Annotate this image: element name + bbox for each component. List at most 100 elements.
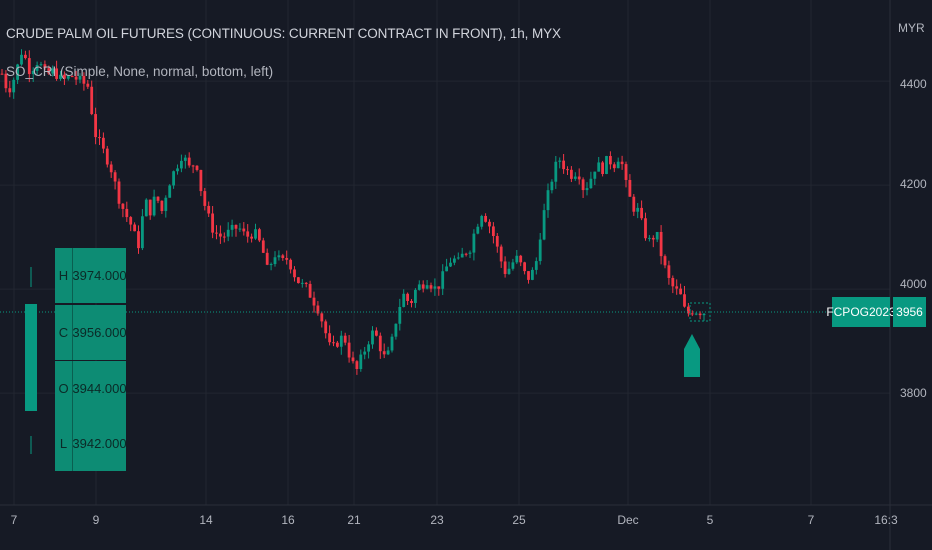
candle-body (234, 224, 238, 229)
candle-body (246, 231, 250, 237)
candle-body (98, 137, 101, 139)
candle-body (312, 297, 316, 306)
indicator-label[interactable]: SO_CRI (Simple, None, normal, bottom, le… (6, 64, 274, 79)
hloc-row-open: O 3944.000 (55, 361, 127, 416)
candle-body (273, 257, 277, 265)
last-price-tag[interactable]: 3956 (893, 297, 926, 327)
candle-body (242, 228, 246, 232)
candle-body (570, 169, 573, 179)
candle-body (648, 237, 651, 239)
candle-body (523, 262, 526, 272)
candle-body (51, 68, 55, 74)
candle-body (125, 208, 129, 218)
candle-body (0, 73, 4, 75)
candle-body (133, 224, 136, 232)
candle-body (597, 162, 601, 172)
candle-body (94, 114, 97, 138)
candle-body (367, 344, 370, 352)
candle-body (495, 236, 499, 247)
candle-body (269, 264, 273, 266)
candle-body (117, 181, 121, 204)
candle-body (74, 76, 78, 80)
candles (0, 49, 706, 375)
candle-body (55, 68, 58, 79)
x-tick-label: 16:3 (874, 513, 898, 527)
candle-body (577, 176, 581, 180)
x-tick-label: 16 (281, 513, 295, 527)
x-tick-label: 5 (706, 513, 714, 527)
hloc-row-low: L 3942.000 (55, 416, 127, 471)
candle-body (4, 73, 8, 89)
candle-body (414, 289, 417, 304)
candle-body (324, 321, 328, 334)
candle-body (402, 293, 406, 307)
symbol-price-tag[interactable]: FCPOG2023 (826, 297, 896, 327)
candle-body (226, 229, 230, 237)
candle-body (488, 221, 491, 227)
candle-body (191, 165, 195, 167)
candle-body (308, 283, 312, 298)
candle-body (332, 342, 335, 344)
candle-body (102, 137, 105, 149)
candle-body (82, 75, 86, 84)
x-tick-label: 7 (10, 513, 18, 527)
hloc-value: 3944.000 (72, 381, 127, 396)
candle-body (527, 271, 530, 280)
candle-body (694, 313, 698, 315)
hloc-letter: C (55, 305, 73, 360)
hloc-value: 3956.000 (72, 325, 127, 340)
candle-body (484, 215, 487, 222)
candle-body (640, 207, 643, 219)
candle-body (31, 70, 35, 75)
candle-body (129, 217, 133, 225)
currency-label[interactable]: MYR (898, 21, 925, 35)
candle-body (702, 313, 706, 316)
candle-body (121, 203, 125, 209)
candle-body (195, 165, 199, 170)
candle-body (141, 216, 144, 249)
candle-body (66, 76, 70, 79)
candle-body (605, 156, 608, 174)
candle-body (382, 351, 386, 355)
candle-body (456, 257, 460, 259)
hloc-letter: H (55, 248, 73, 303)
candle-body (589, 178, 593, 189)
candle-body (109, 164, 113, 173)
y-tick-label: 4200 (900, 177, 927, 191)
candle-body (620, 161, 624, 165)
x-tick-label: 25 (512, 513, 526, 527)
candle-body (160, 200, 164, 211)
candle-body (612, 164, 616, 169)
candle-body (628, 179, 632, 197)
candle-body (105, 148, 109, 165)
candle-body (573, 176, 577, 179)
candle-body (507, 268, 511, 274)
candle-body (410, 300, 413, 304)
candle-body (187, 157, 191, 166)
candle-body (219, 233, 222, 237)
candle-body (156, 196, 160, 201)
candle-body (675, 286, 679, 289)
candle-body (663, 256, 667, 266)
candle-body (499, 246, 503, 262)
candle-body (355, 361, 359, 370)
candle-body (550, 181, 554, 191)
candle-body (281, 255, 285, 259)
candle-body (562, 160, 565, 170)
candle-body (371, 330, 374, 345)
candle-body (511, 262, 515, 269)
candle-body (86, 83, 90, 87)
y-tick-label: 4400 (900, 77, 927, 91)
x-tick-label: 7 (807, 513, 815, 527)
candle-body (538, 239, 542, 262)
candle-body (176, 168, 179, 172)
candle-body (468, 252, 472, 254)
candle-body (519, 255, 523, 263)
candle-body (277, 255, 281, 258)
candle-body (659, 231, 663, 257)
candle-body (152, 196, 156, 216)
candle-body (542, 210, 546, 240)
candle-body (304, 282, 308, 284)
hloc-side-bars (25, 267, 37, 454)
